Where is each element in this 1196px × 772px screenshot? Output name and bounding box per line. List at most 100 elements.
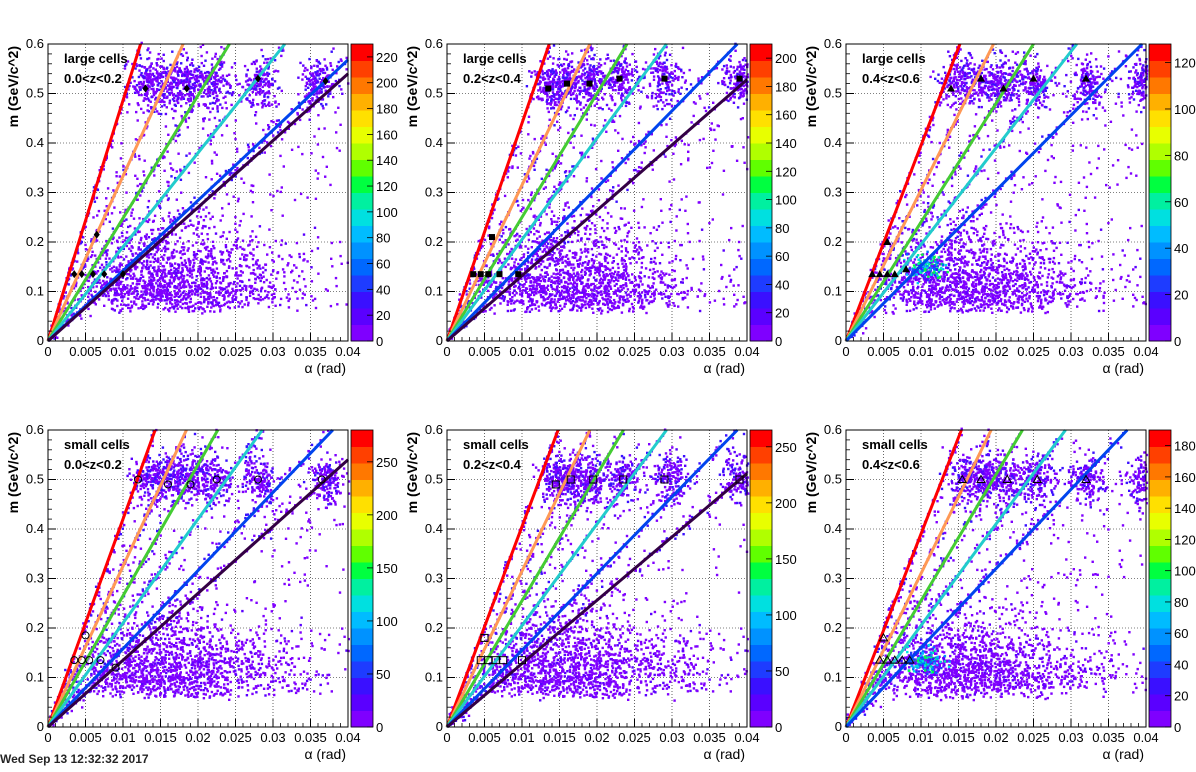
heatmap-cell (550, 283, 553, 287)
heatmap-cell (158, 243, 161, 246)
heatmap-cell (620, 207, 623, 210)
heatmap-cell (296, 309, 299, 312)
heatmap-cell (589, 303, 593, 306)
heatmap-cell (584, 261, 587, 264)
heatmap-cell (587, 260, 591, 263)
heatmap-cell (209, 77, 213, 81)
heatmap-cell (224, 245, 228, 249)
heatmap-cell (127, 290, 130, 294)
heatmap-cell (156, 273, 159, 276)
heatmap-cell (156, 75, 160, 78)
heatmap-cell (263, 92, 267, 95)
heatmap-cell (283, 275, 286, 278)
heatmap-cell (205, 206, 208, 209)
heatmap-cell (130, 304, 134, 307)
heatmap-cell (694, 102, 697, 105)
heatmap-cell (130, 237, 133, 241)
heatmap-cell (254, 277, 257, 281)
heatmap-cell (176, 86, 179, 90)
data-marker (90, 270, 96, 279)
heatmap-cell (611, 302, 614, 305)
heatmap-cell (627, 221, 630, 224)
heatmap-cell (671, 286, 674, 290)
heatmap-cell (138, 282, 141, 286)
heatmap-cell (134, 233, 137, 236)
heatmap-cell (191, 276, 194, 279)
heatmap-cell (185, 154, 188, 157)
heatmap-cell (137, 154, 141, 158)
heatmap-cell (261, 55, 265, 58)
heatmap-cell (182, 97, 186, 100)
heatmap-cell (156, 83, 160, 86)
heatmap-cell (704, 109, 708, 113)
heatmap-cell (589, 283, 593, 287)
heatmap-cell (610, 279, 613, 282)
heatmap-cell (112, 298, 115, 301)
heatmap-cell (599, 235, 602, 239)
heatmap-cell (214, 91, 218, 94)
heatmap-cell (135, 289, 139, 293)
fit-line (46, 43, 143, 342)
heatmap-cell (206, 287, 209, 290)
heatmap-cell (181, 207, 185, 210)
heatmap-cell (235, 285, 238, 288)
heatmap-cell (99, 266, 102, 269)
heatmap-cell (317, 74, 320, 77)
heatmap-cell (179, 271, 182, 274)
heatmap-cell (506, 309, 510, 313)
heatmap-cell (722, 297, 725, 300)
heatmap-cell (207, 85, 211, 89)
heatmap-cell (518, 293, 522, 296)
heatmap-cell (624, 276, 628, 279)
heatmap-cell (111, 139, 114, 142)
heatmap-cell (617, 304, 620, 308)
heatmap-cell (181, 269, 184, 272)
heatmap-cell (603, 287, 607, 291)
heatmap-cell (553, 298, 556, 301)
heatmap-cell (122, 247, 125, 251)
heatmap-cell (116, 299, 119, 302)
heatmap-cell (601, 243, 604, 246)
heatmap-cell (304, 285, 307, 288)
heatmap-cell (683, 143, 686, 146)
heatmap-cell (182, 96, 185, 99)
heatmap-cell (171, 168, 175, 171)
heatmap-cell (714, 138, 717, 141)
heatmap-cell (173, 285, 176, 288)
heatmap-cell (618, 227, 621, 231)
heatmap-cell (177, 74, 180, 77)
heatmap-cell (539, 289, 543, 293)
heatmap-cell (190, 270, 193, 273)
heatmap-cell (155, 288, 159, 292)
heatmap-cell (303, 258, 306, 261)
heatmap-cell (145, 260, 149, 264)
heatmap-cell (174, 262, 177, 265)
heatmap-cell (130, 268, 133, 272)
heatmap-cell (139, 182, 142, 186)
heatmap-cell (148, 270, 151, 273)
heatmap-cell (553, 264, 557, 267)
heatmap-cell (145, 267, 148, 271)
heatmap-cell (175, 77, 178, 80)
heatmap-cell (622, 295, 625, 298)
heatmap-cell (633, 298, 636, 301)
heatmap-cell (232, 163, 235, 166)
heatmap-cell (178, 289, 181, 293)
heatmap-cell (555, 306, 558, 309)
heatmap-cell (329, 62, 332, 65)
heatmap-cell (197, 65, 201, 69)
heatmap-cell (260, 101, 264, 105)
heatmap-cell (168, 211, 171, 215)
heatmap-cell (142, 81, 145, 85)
heatmap-cell (156, 247, 160, 250)
heatmap-cell (150, 253, 153, 256)
heatmap-cell (162, 219, 165, 222)
heatmap-cell (598, 261, 601, 264)
heatmap-cell (258, 225, 262, 228)
heatmap-cell (256, 275, 259, 279)
heatmap-cell (169, 296, 173, 300)
heatmap-cell (738, 254, 741, 258)
heatmap-cell (193, 78, 197, 81)
heatmap-cell (653, 256, 657, 260)
heatmap-cell (307, 86, 310, 89)
